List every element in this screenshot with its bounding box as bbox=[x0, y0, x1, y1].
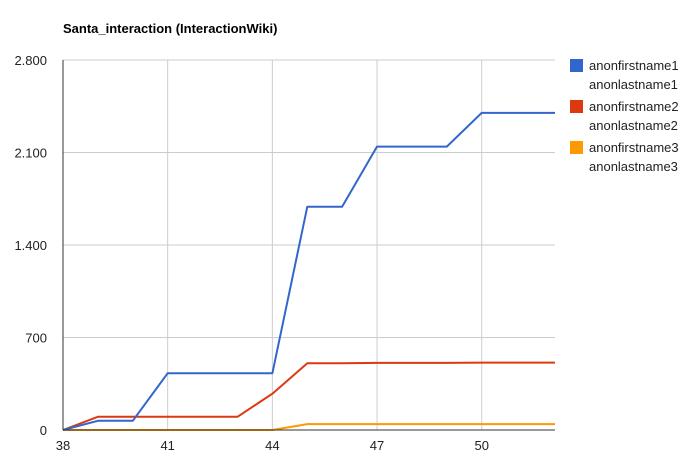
x-tick-label: 47 bbox=[370, 438, 384, 453]
x-tick-label: 50 bbox=[474, 438, 488, 453]
y-tick-label: 700 bbox=[25, 331, 47, 346]
chart-title: Santa_interaction (InteractionWiki) bbox=[63, 21, 277, 36]
legend: anonfirstname1 anonlastname1 anonfirstname… bbox=[570, 58, 679, 174]
axes: 0 700 1.400 2.100 2.800 38 41 44 47 50 bbox=[14, 53, 555, 453]
plot-area bbox=[62, 111, 555, 431]
series-line bbox=[63, 423, 555, 431]
y-tick-label: 1.400 bbox=[14, 238, 47, 253]
legend-label: anonfirstname1 bbox=[589, 58, 679, 73]
y-tick-label: 2.800 bbox=[14, 53, 47, 68]
y-tick-label: 2.100 bbox=[14, 146, 47, 161]
legend-swatch bbox=[570, 59, 583, 72]
legend-swatch bbox=[570, 100, 583, 113]
x-tick-label: 38 bbox=[56, 438, 70, 453]
legend-label: anonlastname2 bbox=[589, 118, 678, 133]
legend-label: anonfirstname3 bbox=[589, 140, 679, 155]
series-line bbox=[62, 361, 555, 431]
legend-label: anonfirstname2 bbox=[589, 99, 679, 114]
series-line bbox=[62, 111, 555, 431]
x-tick-label: 44 bbox=[265, 438, 279, 453]
x-tick-label: 41 bbox=[160, 438, 174, 453]
legend-label: anonlastname1 bbox=[589, 77, 678, 92]
legend-swatch bbox=[570, 141, 583, 154]
y-tick-label: 0 bbox=[40, 423, 47, 438]
legend-label: anonlastname3 bbox=[589, 159, 678, 174]
gridlines bbox=[63, 59, 555, 430]
